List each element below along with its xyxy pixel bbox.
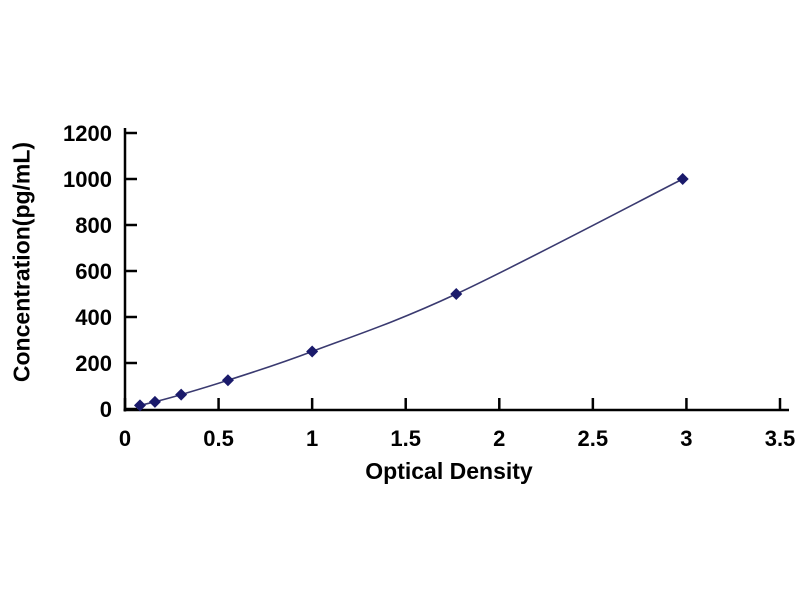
x-tick-label: 2.5 (578, 426, 609, 451)
y-tick-label: 400 (75, 305, 112, 330)
data-point-marker (175, 388, 188, 401)
data-point-marker (133, 399, 146, 412)
data-point-marker (221, 374, 234, 387)
y-tick-label: 0 (100, 397, 112, 422)
x-tick-label: 1 (306, 426, 318, 451)
y-tick-label: 600 (75, 259, 112, 284)
data-point-marker (148, 395, 161, 408)
x-tick-label: 2 (493, 426, 505, 451)
x-tick-label: 1.5 (390, 426, 421, 451)
x-axis-title: Optical Density (365, 458, 533, 484)
series-line (139, 178, 684, 407)
x-tick-label: 3.5 (765, 426, 796, 451)
y-tick-label: 200 (75, 351, 112, 376)
x-tick-label: 0 (119, 426, 131, 451)
data-point-marker (450, 288, 463, 300)
x-tick-label: 3 (680, 426, 692, 451)
data-point-marker (676, 173, 689, 185)
x-tick-label: 0.5 (203, 426, 234, 451)
y-tick-label: 1000 (63, 167, 112, 192)
y-tick-label: 800 (75, 213, 112, 238)
data-point-marker (306, 345, 319, 358)
y-tick-label: 1200 (63, 121, 112, 146)
y-axis-title: Concentration(pg/mL) (8, 141, 35, 383)
